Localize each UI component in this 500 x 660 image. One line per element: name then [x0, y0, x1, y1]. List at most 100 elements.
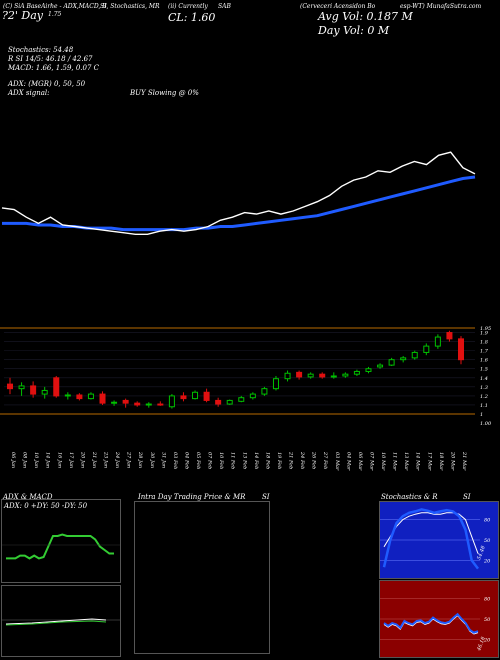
price-tick-label: 1: [480, 412, 483, 418]
intraday-panel: [134, 501, 270, 654]
candle-body: [434, 336, 441, 347]
candle-body: [145, 403, 152, 406]
date-axis: 06 Jan 08 Jan 10 Jan 14 Jan 16 Jan 17 Jan 20 J…: [10, 451, 467, 471]
candle-body: [111, 401, 118, 404]
header-line1-mid2: (ii) Currently: [168, 3, 208, 10]
candle-body: [400, 357, 407, 361]
stoch-d-line: [383, 512, 479, 554]
date-tick-label: 20 Mar: [449, 451, 455, 471]
candle-body: [180, 395, 187, 400]
date-tick-label: 16 Jan: [56, 452, 62, 468]
stochastics-panel: 80 50 20 54.48: [379, 501, 499, 579]
candle-body: [134, 402, 141, 406]
candle-body: [249, 393, 256, 399]
candle-body: [377, 364, 384, 368]
candle-body: [41, 389, 48, 395]
candle-body: [307, 373, 314, 378]
candle-body: [203, 391, 210, 401]
date-tick-label: 06 Jan: [10, 452, 16, 468]
price-tick-label: 1.9: [480, 331, 489, 337]
candle-body: [238, 397, 245, 402]
date-tick-label: 03 Mar: [334, 452, 340, 471]
rsi-panel: 80 50 20 46.18: [379, 580, 499, 658]
candle-body: [296, 371, 303, 378]
candle-body: [353, 370, 360, 375]
candle-body: [284, 372, 291, 380]
date-tick-label: 28 Jan: [137, 451, 143, 468]
date-tick-label: 24 Feb: [299, 451, 305, 469]
candle-body: [64, 394, 71, 397]
price-tick-label: 1.00: [480, 421, 492, 427]
date-tick-label: 14 Feb: [253, 452, 259, 469]
adx-chart: [2, 533, 120, 560]
candle-body: [261, 388, 268, 395]
avg-volume: Avg Vol: 0.187 M: [318, 10, 413, 23]
date-tick-label: 07 Feb: [207, 452, 213, 469]
date-tick-label: 05 Feb: [195, 452, 201, 469]
macd-panel: [1, 585, 121, 657]
intraday-title-si: SI: [262, 493, 270, 501]
candle-body: [18, 385, 25, 390]
candle-body: [446, 332, 453, 340]
candle-body: [215, 399, 222, 405]
date-tick-label: 03 Feb: [172, 452, 178, 469]
date-tick-label: 13 Mar: [403, 452, 409, 471]
date-tick-label: 26 Feb: [311, 451, 317, 469]
price-tick-label: 1.4: [480, 376, 488, 382]
date-tick-label: 14 Jan: [45, 452, 51, 468]
candlestick-chart: 1.951.9 1.8 1.7 1.6 1.5 1.4 1.3 1.2 1.1 1 1.00: [0, 326, 492, 427]
date-tick-label: 04 Feb: [183, 452, 189, 469]
date-tick-label: 24 Jan: [114, 451, 120, 468]
adx-readout: ADX: (MGR) 0, 50, 50: [8, 80, 86, 88]
date-tick-label: 21 Mar: [461, 451, 467, 471]
candle-body: [411, 351, 418, 359]
stochastics-readout: Stochastics: 54.48: [8, 46, 74, 54]
candle-body: [319, 373, 326, 378]
macd-line: [5, 618, 107, 625]
date-tick-label: 17 Mar: [426, 452, 432, 471]
candle-body: [458, 338, 464, 361]
day-volume: Day Vol: 0 M: [318, 24, 390, 37]
date-tick-label: 18 Feb: [264, 452, 270, 469]
price-tick-label: 1.5: [480, 367, 488, 373]
date-tick-label: 10 Mar: [380, 452, 386, 471]
price-tick-label: 1.95: [480, 326, 491, 332]
rsi-value-label: 46.18: [476, 636, 487, 652]
price-tick-label: 1.7: [480, 349, 489, 355]
price-tick-label: 1.6: [480, 358, 489, 364]
date-tick-label: 07 Mar: [368, 452, 374, 471]
candle-body: [76, 394, 83, 400]
candle-body: [53, 377, 60, 397]
stoch-value-label: 54.48: [476, 545, 487, 561]
candle-body: [99, 393, 106, 404]
rsi-tick-label: 20: [483, 637, 491, 643]
date-tick-label: 11 Mar: [392, 452, 398, 471]
intraday-title: Intra Day Trading Price & MR: [138, 493, 246, 501]
rsi-tick-label: 50: [484, 617, 491, 623]
date-tick-label: 27 Jan: [126, 451, 132, 468]
date-tick-label: 14 Mar: [415, 452, 421, 471]
candle-body: [7, 383, 13, 390]
moving-average-line: [2, 175, 476, 232]
date-tick-label: 11 Feb: [230, 452, 236, 469]
candle-body: [122, 399, 129, 404]
date-tick-label: 21 Jan: [91, 451, 97, 468]
header-day-label: ?2' Day: [2, 9, 44, 22]
adx-panel-values: ADX: 0 +DY: 50 -DY: 50: [4, 502, 88, 510]
candle-body: [226, 399, 233, 405]
macd-readout: MACD: 1.66, 1.59, 0.07 C: [8, 64, 100, 72]
stoch-title: Stochastics & R: [381, 493, 438, 501]
adx-panel: ADX: 0 +DY: 50 -DY: 50: [1, 499, 121, 583]
close-label: CL: 1.60: [168, 11, 216, 24]
date-tick-label: 17 Jan: [68, 452, 74, 468]
header-site: esp-WT) MunafaSutra.com: [400, 3, 482, 10]
macd-signal-line: [5, 620, 107, 626]
date-tick-label: 23 Jan: [103, 451, 109, 468]
candle-body: [272, 378, 279, 390]
price-tick-label: 1.8: [480, 340, 488, 346]
date-tick-label: 13 Feb: [241, 452, 247, 469]
price-tick-label: 1.2: [480, 394, 488, 400]
candle-body: [168, 395, 175, 408]
date-tick-label: 06 Mar: [357, 452, 363, 471]
